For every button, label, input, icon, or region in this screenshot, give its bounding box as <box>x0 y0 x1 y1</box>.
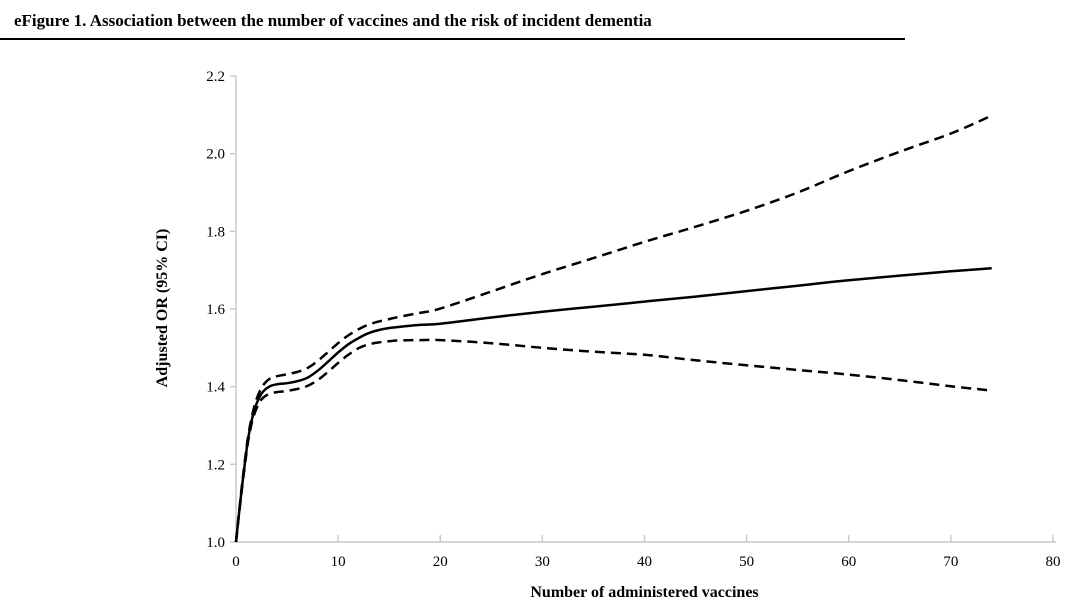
y-tick-label: 1.8 <box>206 224 225 240</box>
x-tick-label: 70 <box>943 554 958 570</box>
y-tick-label: 2.2 <box>206 69 225 85</box>
title-divider <box>0 38 905 40</box>
y-axis-title: Adjusted OR (95% CI) <box>154 228 171 388</box>
x-tick-label: 20 <box>433 554 448 570</box>
figure-title: eFigure 1. Association between the numbe… <box>14 11 652 30</box>
y-tick-label: 1.0 <box>206 535 225 551</box>
y-tick-label: 1.6 <box>206 302 225 318</box>
x-tick-label: 50 <box>739 554 754 570</box>
y-tick-label: 1.2 <box>206 457 225 473</box>
adjusted-or-line <box>234 266 992 543</box>
y-tick-label: 2.0 <box>206 147 225 163</box>
x-tick-label: 80 <box>1046 554 1061 570</box>
x-axis-title: Number of administered vaccines <box>530 584 759 601</box>
y-tick-label: 1.4 <box>206 380 225 396</box>
x-tick-label: 40 <box>637 554 652 570</box>
lower-95ci-line <box>234 338 992 543</box>
x-tick-label: 30 <box>535 554 550 570</box>
x-tick-label: 10 <box>331 554 346 570</box>
x-tick-label: 0 <box>232 554 240 570</box>
upper-95ci-line <box>234 114 993 543</box>
x-tick-label: 60 <box>841 554 856 570</box>
